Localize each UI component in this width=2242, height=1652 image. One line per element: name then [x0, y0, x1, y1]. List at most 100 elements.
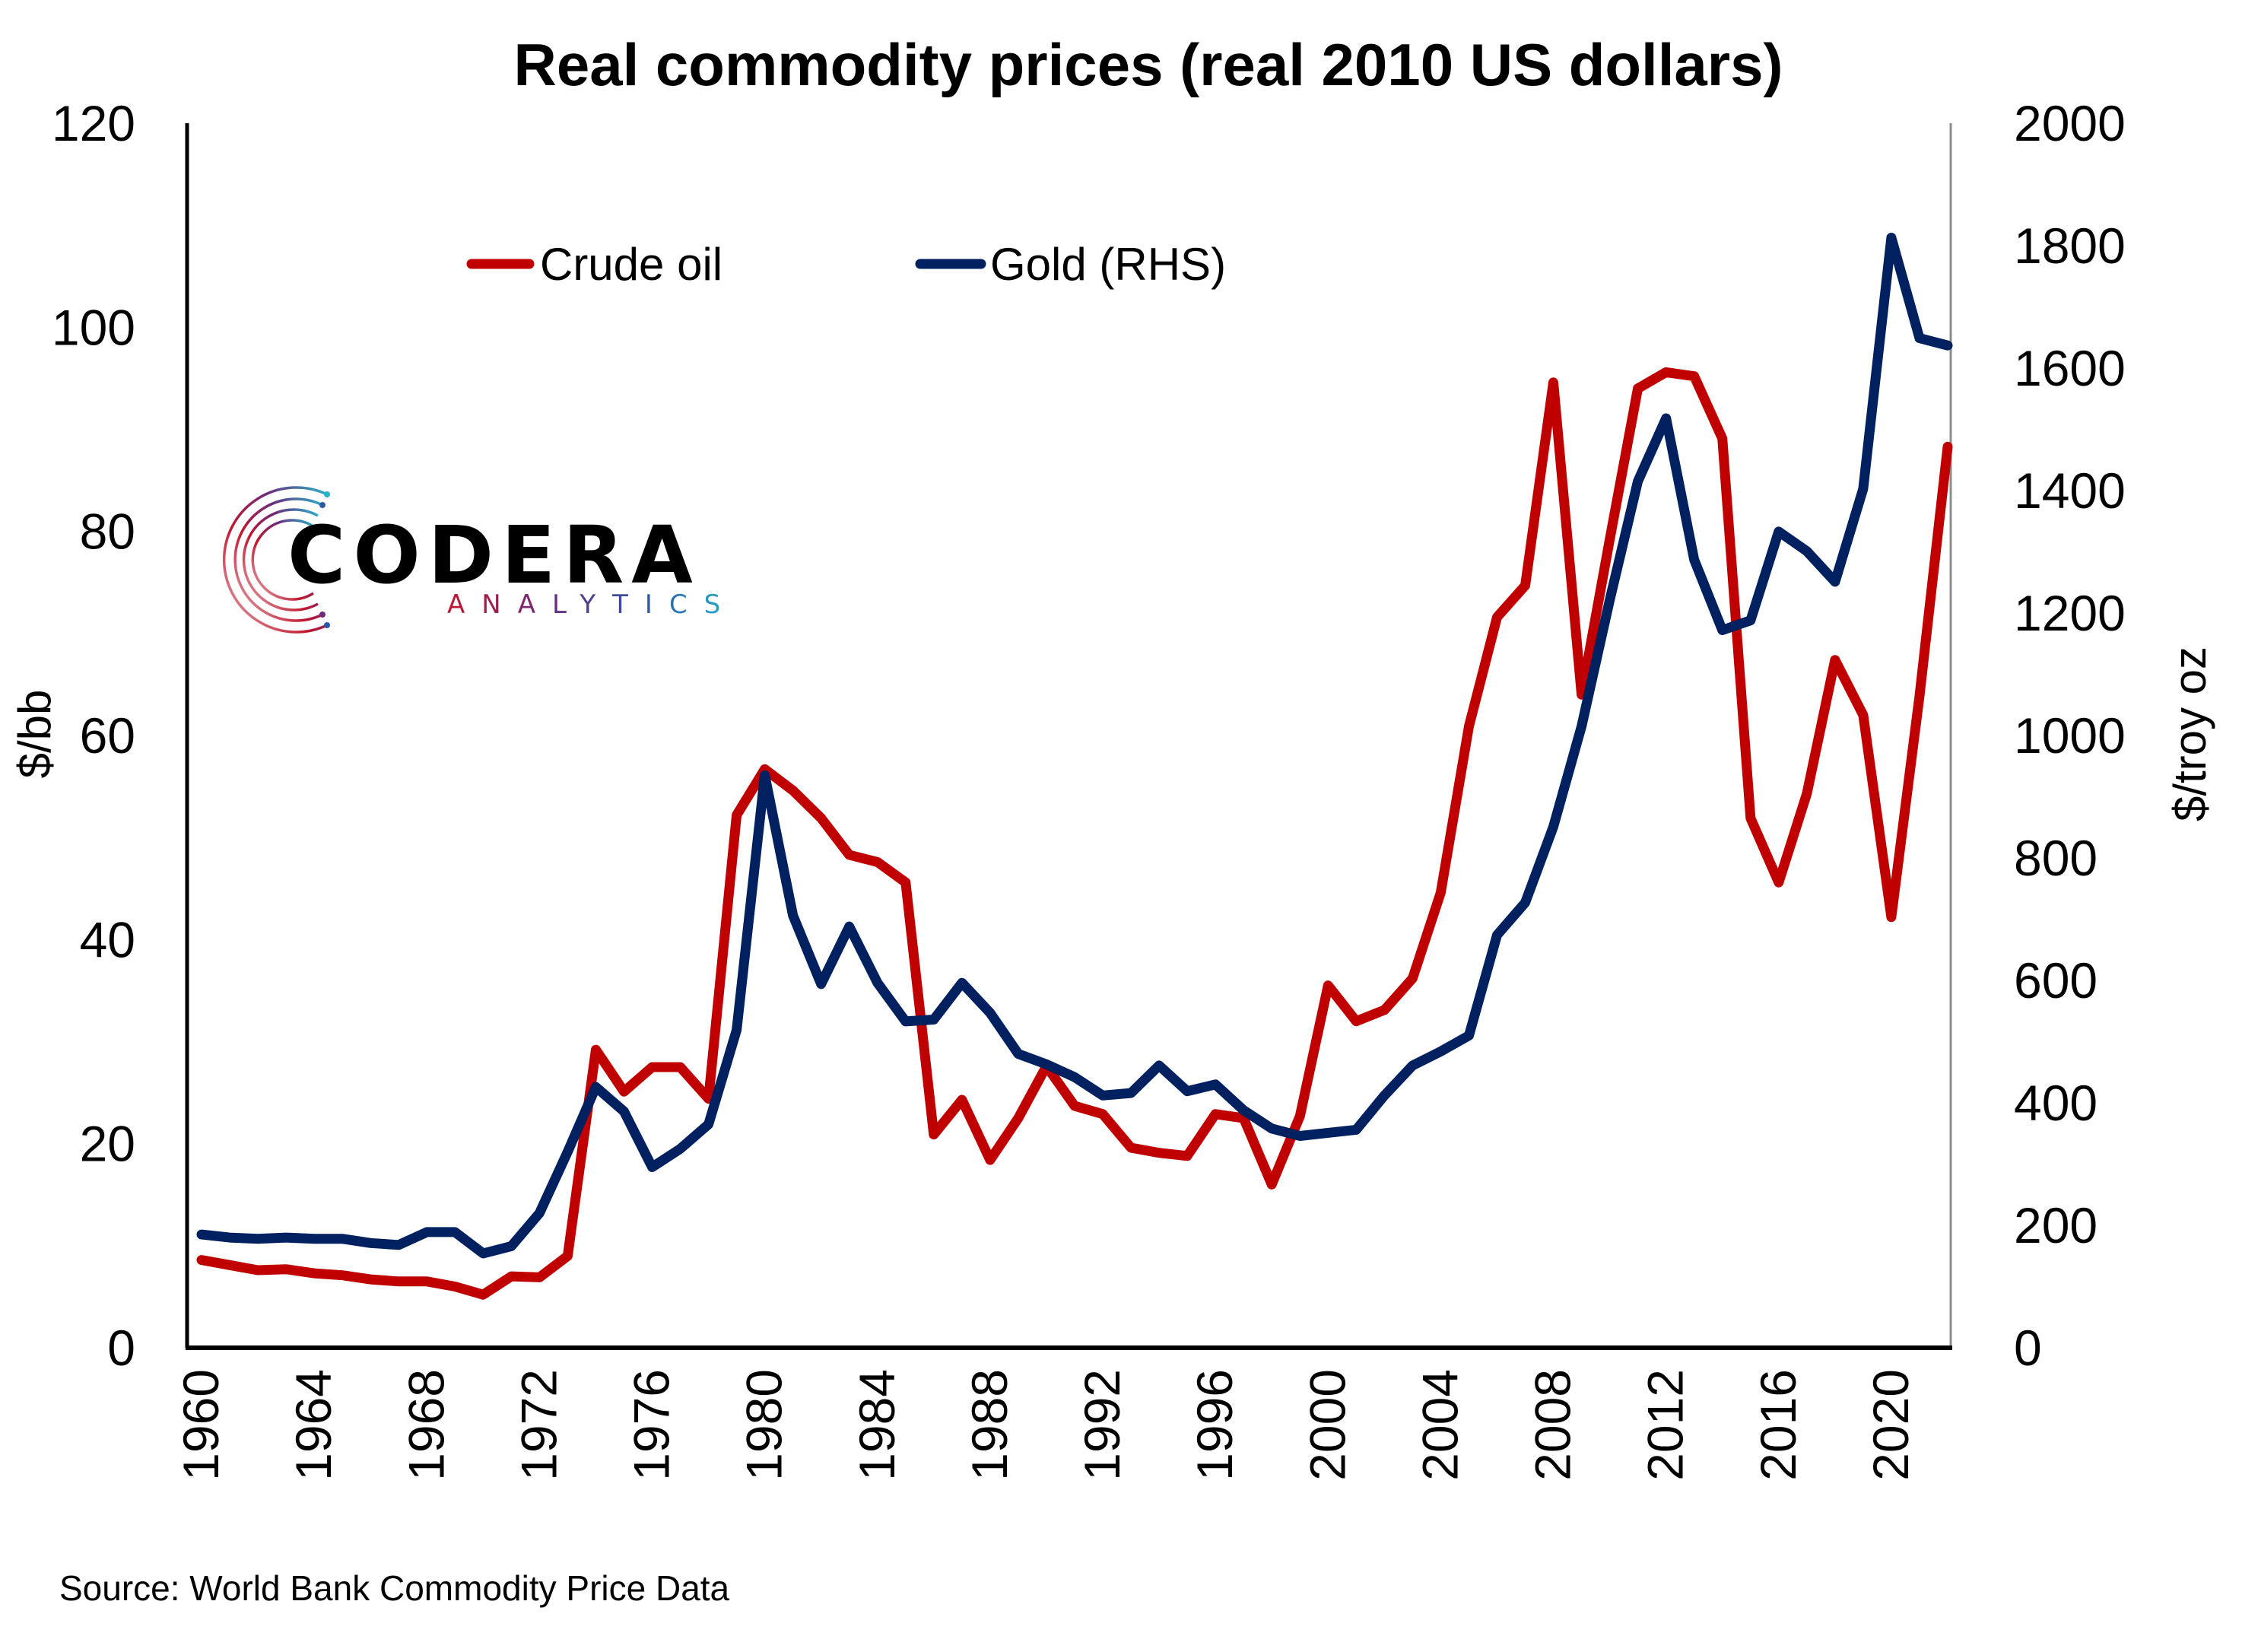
data-point: [591, 1045, 601, 1055]
right-y-tick-label: 2000: [2014, 95, 2126, 151]
data-point: [478, 1249, 488, 1259]
data-point: [1520, 897, 1530, 907]
data-point: [563, 1147, 573, 1157]
data-point: [310, 1234, 319, 1244]
data-point: [1717, 625, 1727, 635]
data-point: [563, 1251, 573, 1261]
data-point: [1436, 888, 1446, 897]
legend-label-gold: Gold (RHS): [990, 239, 1226, 290]
data-point: [535, 1272, 545, 1282]
data-point: [1745, 813, 1755, 823]
data-point: [1098, 1109, 1108, 1119]
data-point: [1858, 710, 1868, 720]
x-tick-label: 1984: [849, 1369, 905, 1481]
legend: Crude oil Gold (RHS): [466, 239, 1226, 290]
right-y-axis-label: $/troy oz: [2164, 647, 2215, 821]
left-y-tick-label: 120: [52, 95, 135, 151]
data-point: [1886, 233, 1896, 243]
data-point: [394, 1276, 404, 1286]
data-point: [422, 1227, 432, 1237]
data-point: [1126, 1088, 1136, 1098]
data-point: [1380, 1005, 1389, 1015]
data-point: [450, 1282, 460, 1291]
data-point: [1408, 974, 1418, 983]
right-y-tick-label: 1600: [2014, 340, 2126, 396]
x-tick-label: 1972: [510, 1369, 567, 1481]
data-point: [1943, 442, 1953, 452]
left-y-tick-label: 100: [52, 299, 135, 355]
data-point: [225, 1233, 235, 1243]
data-point: [619, 1107, 629, 1117]
data-point: [338, 1234, 348, 1244]
data-point: [985, 1155, 995, 1165]
data-point: [422, 1276, 432, 1286]
data-point: [1183, 1086, 1192, 1096]
legend-item-gold[interactable]: Gold (RHS): [915, 239, 1226, 290]
codera-logo: CODERA ANALYTICS: [222, 486, 720, 634]
data-point: [1323, 1128, 1333, 1138]
legend-label-crude-oil: Crude oil: [540, 239, 722, 290]
x-tick-labels: 1960 1964 1968 1972 1976 1980 1984 1988 1992 1996…: [173, 1369, 1919, 1481]
right-y-tick-label: 0: [2014, 1320, 2042, 1376]
data-point: [1886, 912, 1896, 922]
data-point: [1211, 1079, 1221, 1089]
left-y-tick-label: 0: [107, 1320, 135, 1376]
data-point: [1802, 789, 1812, 799]
data-point: [1351, 1016, 1361, 1026]
data-point: [1689, 371, 1699, 381]
data-point: [1774, 878, 1783, 888]
right-y-tick-labels: 0 200 400 600 800 1000 1200 1400 1600 1800 2000: [2014, 95, 2126, 1376]
data-point: [1492, 612, 1502, 622]
data-point: [1070, 1101, 1080, 1111]
right-y-tick-label: 200: [2014, 1197, 2098, 1253]
data-point: [872, 978, 882, 988]
left-y-tick-label: 20: [80, 1116, 135, 1172]
data-point: [1548, 377, 1558, 387]
data-point: [1070, 1072, 1080, 1082]
data-point: [985, 1008, 995, 1018]
x-tick-label: 1964: [285, 1369, 341, 1481]
data-point: [1154, 1148, 1164, 1158]
right-y-tick-label: 1200: [2014, 585, 2126, 641]
data-point: [1633, 383, 1643, 393]
data-point: [1689, 555, 1699, 565]
data-point: [1605, 535, 1615, 545]
data-point: [619, 1087, 629, 1097]
data-point: [1520, 580, 1530, 590]
data-point: [1548, 821, 1558, 831]
data-point: [535, 1208, 545, 1218]
right-y-tick-label: 1800: [2014, 218, 2126, 274]
data-point: [816, 813, 826, 823]
x-tick-label: 2004: [1412, 1369, 1468, 1481]
data-point: [1464, 721, 1474, 731]
data-point: [1830, 577, 1840, 586]
data-point: [366, 1238, 376, 1248]
right-y-tick-label: 1000: [2014, 707, 2126, 764]
data-point: [957, 1095, 967, 1105]
data-point: [225, 1260, 235, 1270]
data-point: [1915, 333, 1925, 343]
x-tick-label: 1988: [961, 1369, 1018, 1481]
data-point: [1802, 546, 1812, 556]
data-point: [732, 1025, 742, 1035]
x-tick-label: 1960: [173, 1369, 229, 1481]
data-point: [872, 857, 882, 867]
data-point: [1211, 1109, 1221, 1119]
x-tick-label: 1968: [398, 1369, 454, 1481]
data-point: [1661, 414, 1671, 424]
data-point: [1013, 1114, 1023, 1123]
data-point: [1633, 476, 1643, 486]
logo-wordmark: CODERA: [287, 509, 700, 602]
data-point: [1830, 655, 1840, 665]
data-point: [1295, 1131, 1305, 1141]
x-tick-label: 2012: [1637, 1369, 1694, 1481]
data-point: [1267, 1180, 1277, 1190]
data-point: [1858, 484, 1868, 494]
legend-item-crude-oil[interactable]: Crude oil: [466, 239, 722, 290]
data-point: [844, 922, 854, 932]
data-point: [1745, 615, 1755, 625]
data-point: [1577, 721, 1586, 731]
data-point: [1380, 1091, 1389, 1101]
right-y-tick-label: 400: [2014, 1075, 2098, 1131]
